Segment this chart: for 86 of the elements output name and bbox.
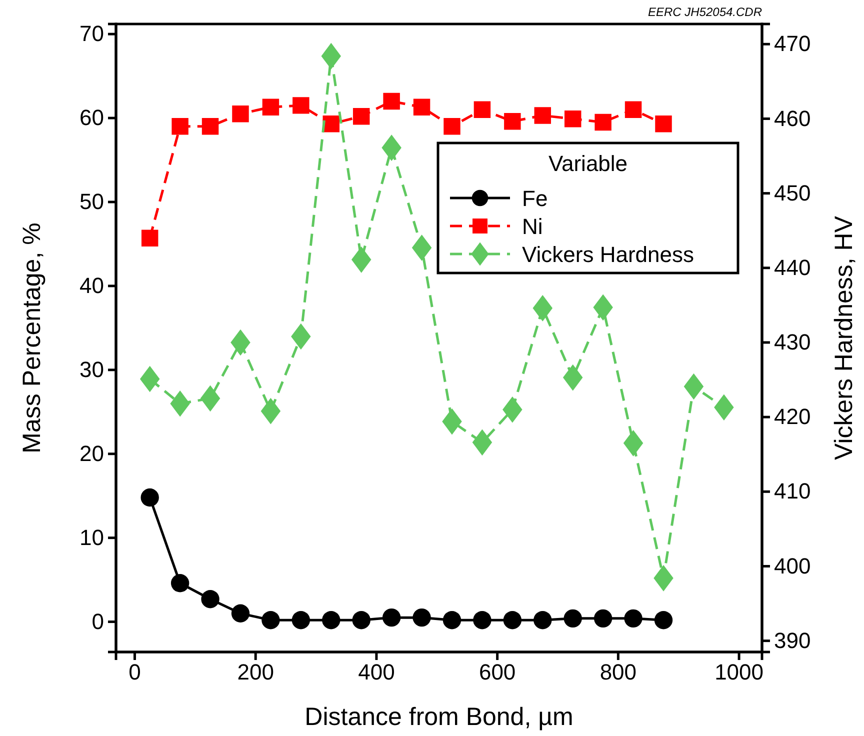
point [444, 118, 460, 135]
point [473, 611, 492, 630]
point [201, 590, 220, 608]
y-tick-label: 10 [80, 524, 104, 550]
point [654, 611, 673, 630]
legend-label: Fe [522, 186, 548, 211]
point [655, 116, 672, 132]
point [202, 118, 219, 135]
y2-axis-title: Vickers Hardness, HV [830, 216, 858, 460]
point [564, 110, 582, 128]
y2-tick-label: 420 [774, 404, 811, 430]
y2-tick-label: 460 [774, 106, 811, 131]
point [504, 113, 521, 130]
point [352, 611, 370, 630]
point [624, 101, 642, 118]
point [654, 565, 674, 592]
x-tick-label: 800 [600, 660, 637, 685]
point [170, 390, 190, 417]
point [594, 114, 612, 131]
y-tick-label: 40 [80, 272, 104, 298]
point [292, 611, 310, 630]
point [442, 611, 462, 630]
point [534, 611, 552, 630]
y2-tick-label: 400 [774, 553, 811, 578]
point [383, 92, 400, 110]
x-tick-label: 600 [478, 660, 516, 685]
point [141, 230, 158, 246]
point [623, 430, 644, 456]
point [562, 364, 583, 391]
point [140, 366, 160, 392]
point [413, 98, 430, 116]
point [624, 609, 642, 628]
text: EERC JH52054.CDR [648, 5, 762, 19]
legend-label: Ni [522, 214, 543, 239]
point [714, 394, 734, 421]
point [502, 396, 522, 423]
point [321, 42, 342, 70]
y2-tick-label: 430 [774, 330, 811, 355]
point [230, 329, 250, 356]
point [382, 608, 401, 627]
x-tick-label: 200 [237, 660, 274, 685]
legend-title: Variable [548, 151, 628, 176]
x-tick-label: 0 [128, 660, 141, 685]
point [534, 107, 552, 124]
legend-label: Vickers Hardness [522, 242, 694, 267]
point [503, 611, 522, 630]
point [351, 246, 372, 273]
point [291, 323, 311, 350]
point [412, 234, 432, 261]
point [262, 98, 280, 116]
point [382, 134, 402, 161]
point [472, 429, 492, 456]
point [232, 105, 249, 122]
point [262, 611, 280, 630]
y-tick-label: 20 [80, 440, 104, 466]
x-tick-label: 1000 [714, 660, 764, 685]
point [442, 408, 462, 435]
y-tick-label: 70 [80, 21, 104, 46]
point [593, 294, 613, 321]
y2-tick-label: 450 [774, 180, 811, 206]
point [564, 609, 582, 628]
point [200, 385, 220, 412]
point [412, 608, 431, 627]
point [594, 609, 612, 628]
point [352, 108, 370, 125]
point [260, 398, 281, 424]
y-tick-label: 60 [80, 105, 104, 130]
y-tick-label: 30 [80, 356, 104, 382]
y2-tick-label: 390 [774, 628, 811, 653]
x-axis-title: Distance from Bond, µm [304, 703, 574, 731]
point [292, 97, 310, 114]
y-tick-label: 50 [80, 189, 104, 214]
y2-tick-label: 470 [774, 31, 811, 56]
point [172, 118, 188, 135]
y-axis-title: Mass Percentage, % [18, 222, 46, 454]
point [684, 373, 704, 400]
point [140, 488, 159, 507]
point [322, 611, 340, 630]
x-tick-label: 400 [358, 660, 395, 685]
y2-tick-label: 410 [774, 478, 811, 504]
point [170, 574, 190, 592]
point [474, 101, 491, 118]
point [231, 604, 250, 622]
point [532, 295, 553, 322]
y2-tick-label: 440 [774, 254, 811, 280]
y-tick-label: 0 [92, 608, 104, 634]
